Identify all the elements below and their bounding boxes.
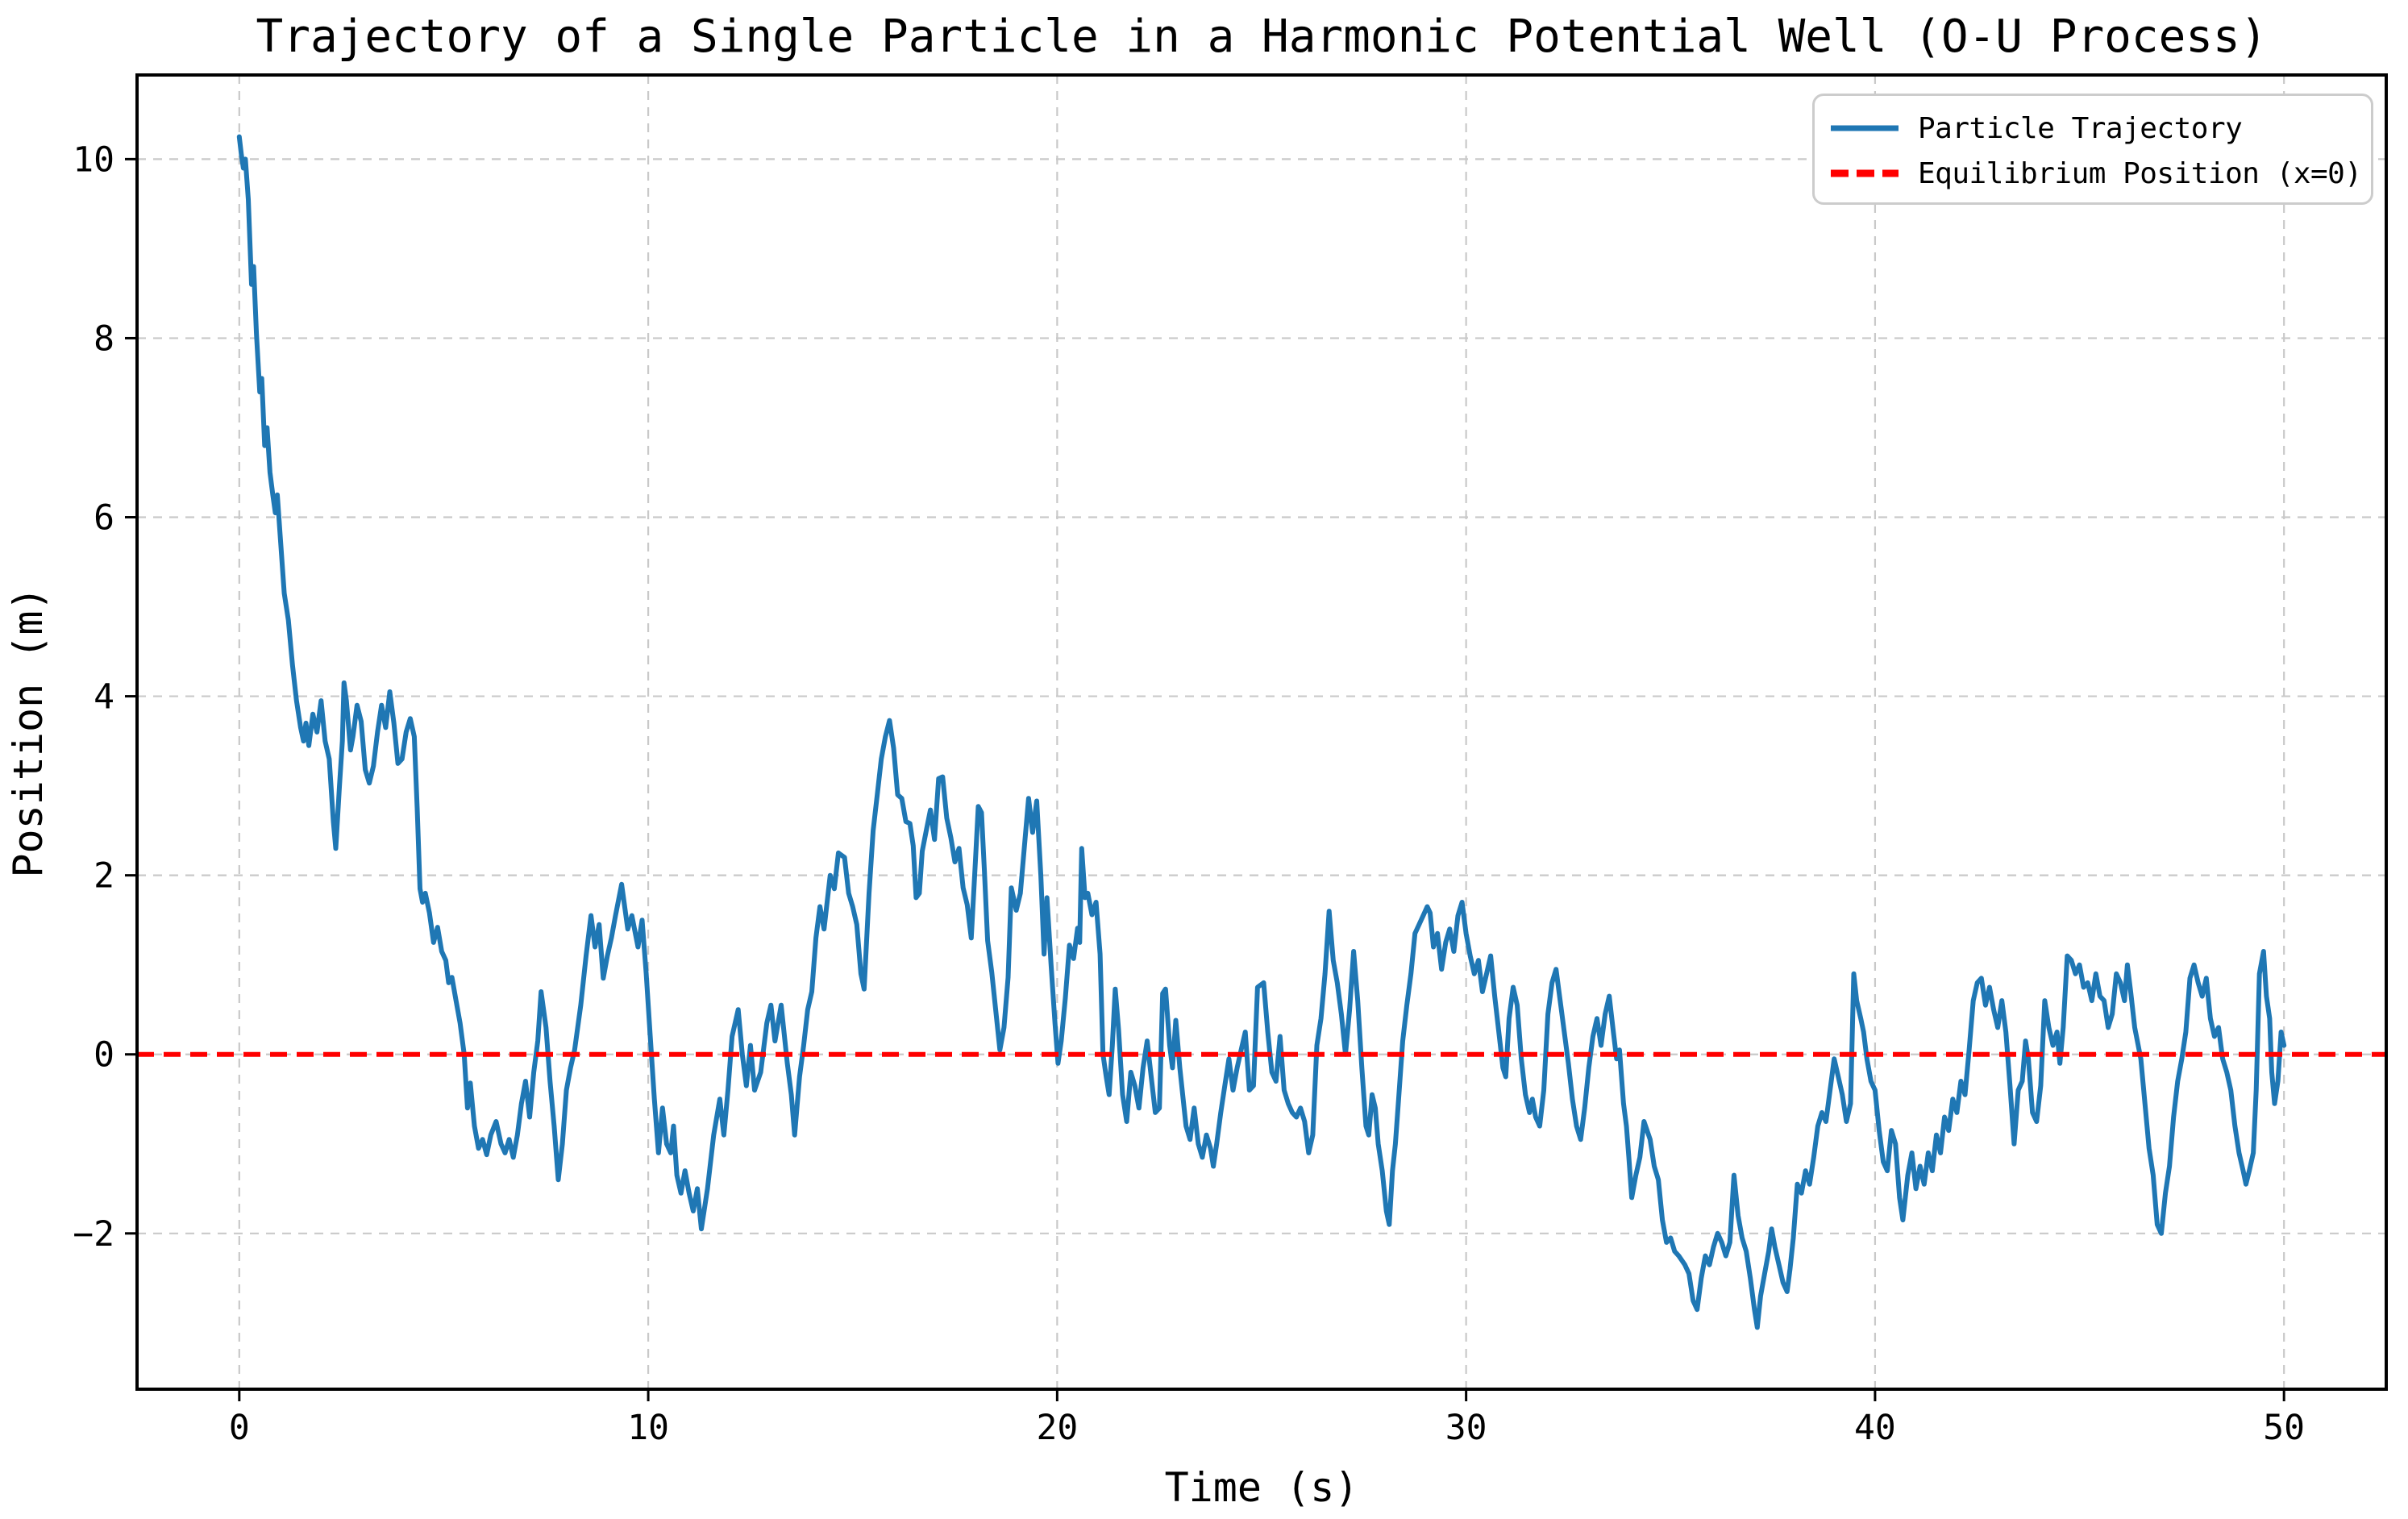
x-tick-label: 0 [229, 1408, 250, 1448]
legend-row-equilibrium: Equilibrium Position (x=0) [1831, 152, 2362, 194]
y-tick-label: 10 [73, 139, 114, 180]
equilibrium-line-sample-icon [1831, 169, 1899, 177]
y-tick-label: 4 [94, 677, 114, 718]
x-tick-label: 50 [2263, 1408, 2305, 1448]
series-layer [137, 134, 2386, 1330]
legend-label-equilibrium: Equilibrium Position (x=0) [1918, 156, 2362, 190]
axes-frame [135, 73, 2388, 1391]
y-tick-label: 8 [94, 318, 114, 359]
legend-label-trajectory: Particle Trajectory [1918, 111, 2243, 145]
y-tick-label: 0 [94, 1035, 114, 1076]
legend: Particle Trajectory Equilibrium Position… [1812, 94, 2373, 205]
particle-trajectory-line [236, 134, 2287, 1330]
y-tick-label: −2 [73, 1214, 114, 1255]
trajectory-line-sample-icon [1831, 125, 1899, 131]
grid-layer [137, 75, 2386, 1389]
chart-title: Trajectory of a Single Particle in a Har… [256, 10, 2268, 63]
x-tick-label: 30 [1445, 1408, 1487, 1448]
y-axis-label: Position (m) [5, 586, 52, 877]
x-tick-label: 10 [627, 1408, 669, 1448]
y-tick-label: 6 [94, 498, 114, 539]
x-tick-label: 20 [1036, 1408, 1078, 1448]
legend-row-trajectory: Particle Trajectory [1831, 107, 2356, 149]
x-tick-label: 40 [1854, 1408, 1896, 1448]
axes-layer: 0 10 20 30 40 50 −2 0 2 4 6 8 10 [73, 73, 2388, 1448]
x-axis-label: Time (s) [1165, 1464, 1359, 1511]
y-tick-label: 2 [94, 856, 114, 897]
